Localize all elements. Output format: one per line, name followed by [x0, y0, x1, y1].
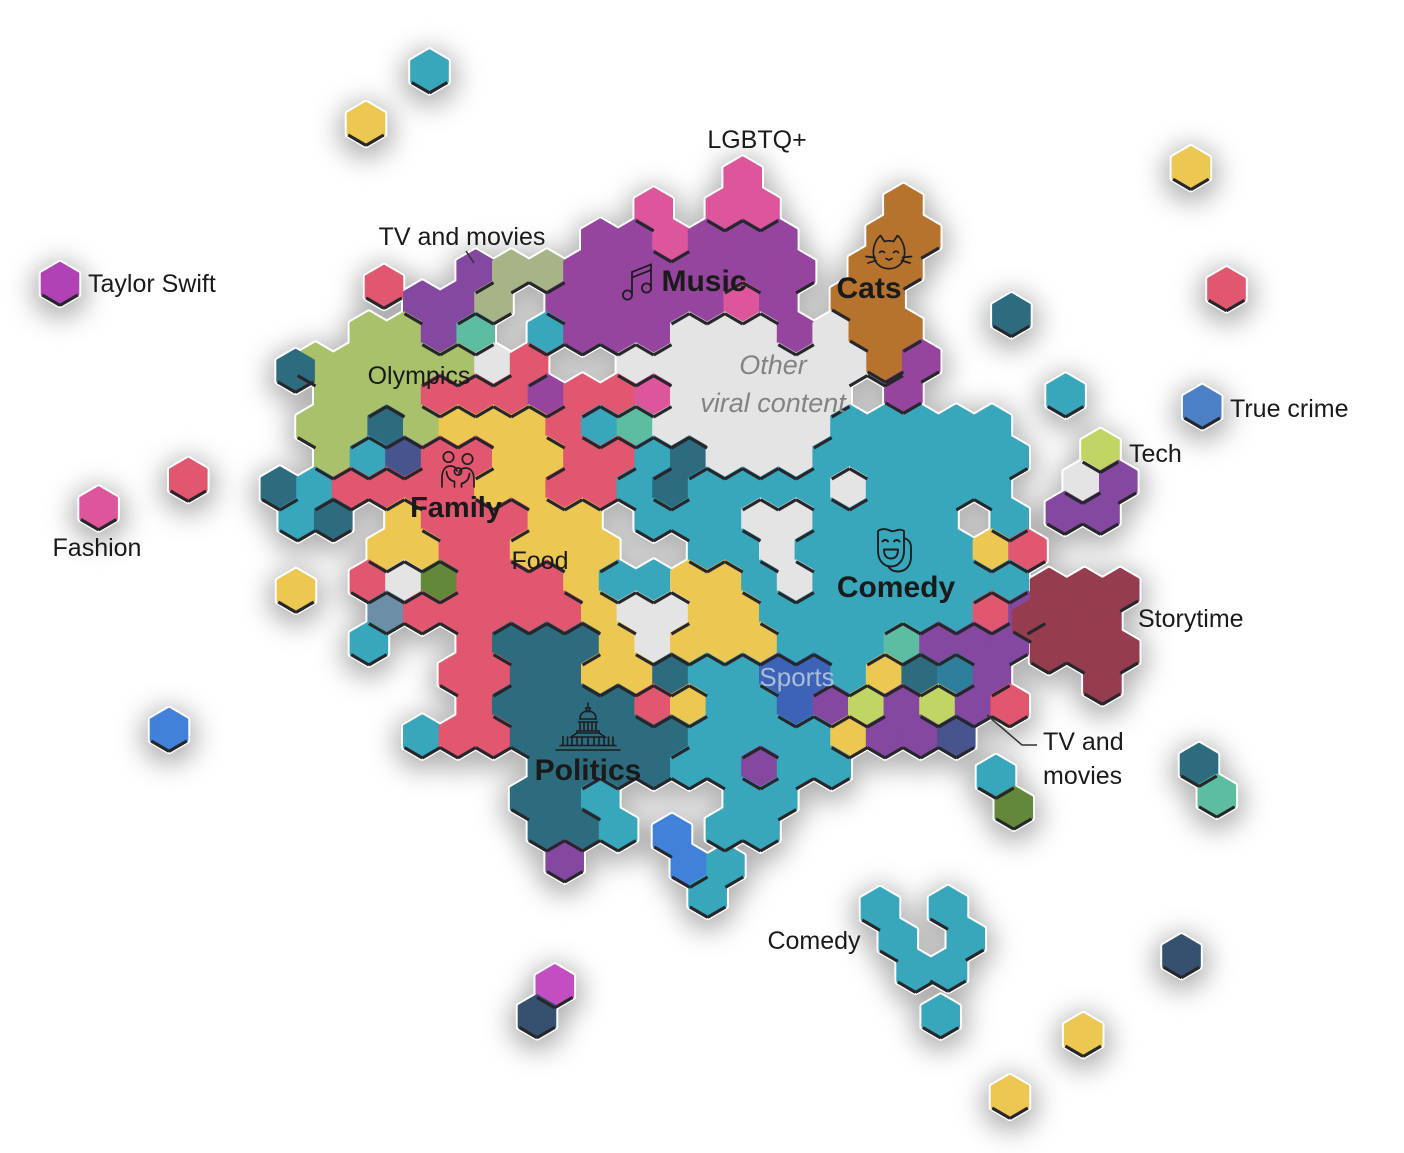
svg-text:Food: Food [512, 547, 569, 575]
svg-text:Comedy: Comedy [837, 571, 956, 604]
svg-text:Comedy: Comedy [767, 927, 861, 955]
svg-text:TV and movies: TV and movies [379, 223, 546, 251]
svg-text:TV and: TV and [1043, 728, 1124, 756]
svg-text:Family: Family [410, 492, 502, 524]
svg-text:True crime: True crime [1230, 395, 1349, 423]
svg-text:Fashion: Fashion [53, 534, 142, 562]
svg-text:LGBTQ+: LGBTQ+ [707, 126, 806, 154]
svg-text:Storytime: Storytime [1138, 605, 1244, 633]
svg-text:Olympics: Olympics [368, 362, 471, 390]
svg-text:Music: Music [661, 265, 746, 298]
svg-text:Politics: Politics [535, 754, 642, 787]
svg-text:Cats: Cats [836, 272, 901, 305]
svg-text:Sports: Sports [759, 662, 834, 692]
svg-text:Other: Other [739, 350, 808, 380]
svg-text:Taylor Swift: Taylor Swift [88, 270, 216, 298]
svg-text:movies: movies [1043, 762, 1122, 790]
svg-text:Tech: Tech [1129, 440, 1182, 468]
svg-text:viral content: viral content [700, 388, 847, 418]
